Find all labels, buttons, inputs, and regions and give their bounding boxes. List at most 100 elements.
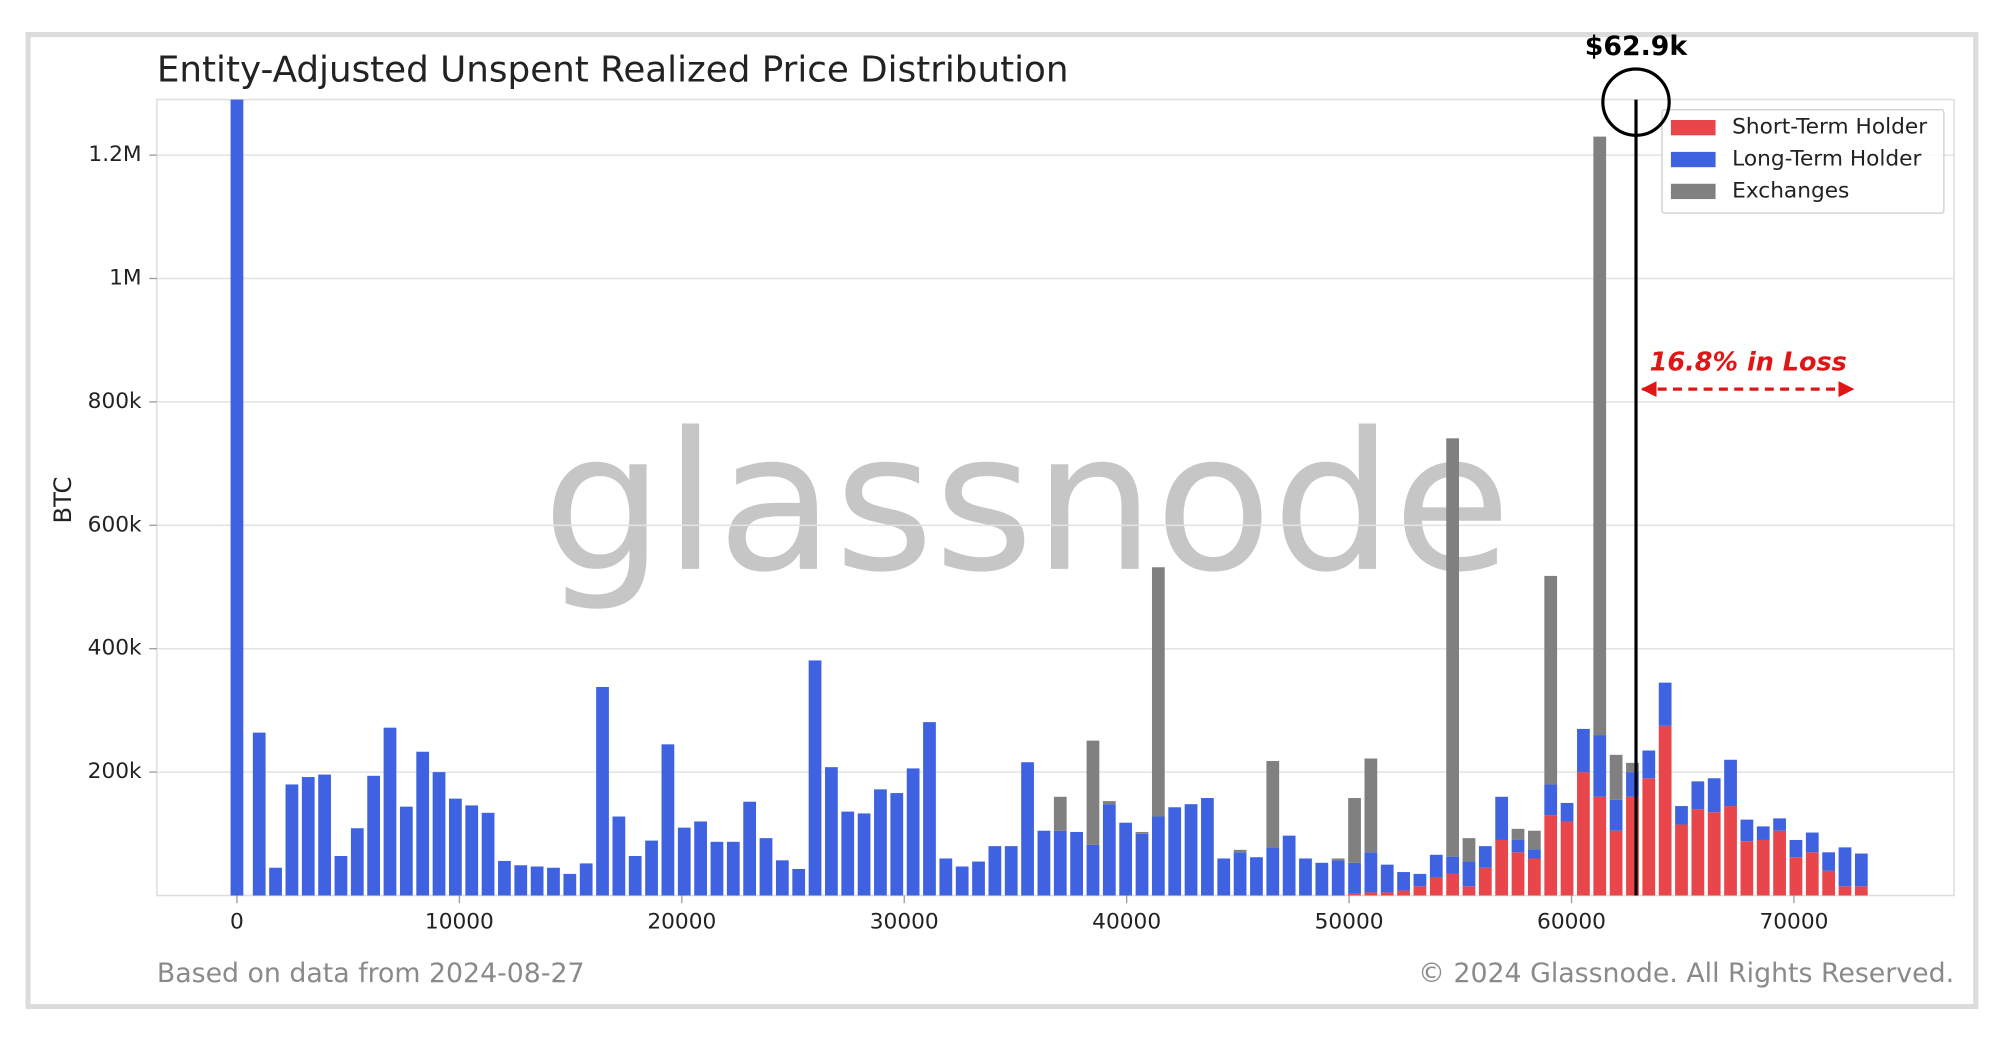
chart-title: Entity-Adjusted Unspent Realized Price D… — [157, 50, 1069, 91]
legend-label: Long-Term Holder — [1732, 147, 1921, 172]
bar-segment — [1675, 806, 1688, 825]
bar-segment — [955, 866, 969, 896]
bar-segment — [628, 856, 642, 896]
bar-segment — [1266, 847, 1280, 896]
bar-segment — [1462, 861, 1476, 887]
bar-segment — [1233, 849, 1247, 853]
bar-segment — [1740, 841, 1754, 896]
bar-segment — [285, 784, 299, 896]
bar-segment — [547, 867, 560, 896]
bar-segment — [1053, 830, 1067, 896]
bar-segment — [1446, 438, 1460, 857]
legend-swatch — [1670, 119, 1716, 136]
bar-segment — [1626, 762, 1639, 773]
bar-segment — [825, 767, 838, 896]
bar-segment — [1740, 819, 1754, 842]
bar-segment — [775, 860, 789, 896]
bar-segment — [841, 811, 855, 896]
bar-segment — [1299, 858, 1312, 896]
bar-segment — [1184, 804, 1198, 896]
bar-segment — [1364, 892, 1378, 896]
bar-segment — [1053, 796, 1067, 831]
bar-segment — [1773, 830, 1786, 896]
bar-segment — [726, 841, 740, 896]
bar-segment — [1331, 858, 1345, 861]
bar-segment — [367, 775, 381, 896]
bar-segment — [1642, 750, 1656, 779]
y-axis-label: BTC — [49, 477, 77, 524]
bar-segment — [334, 856, 348, 896]
bar-segment — [1250, 857, 1263, 896]
bar-segment — [596, 686, 609, 896]
bar-segment — [1854, 853, 1868, 887]
bar-segment — [1070, 831, 1083, 896]
bar-segment — [1380, 864, 1394, 893]
bar-segment — [1315, 862, 1329, 896]
bar-segment — [1151, 816, 1165, 896]
bar-segment — [1756, 826, 1770, 840]
bar-segment — [1658, 682, 1672, 726]
bar-segment — [465, 805, 479, 896]
bar-segment — [612, 816, 626, 896]
bar-segment — [1102, 804, 1116, 896]
bar-segment — [318, 774, 331, 896]
bar-segment — [1462, 838, 1476, 862]
bar-segment — [1364, 758, 1378, 853]
bar-segment — [1102, 801, 1116, 805]
bar-segment — [481, 812, 495, 896]
bar-segment — [1691, 781, 1705, 810]
bar-segment — [1397, 890, 1410, 896]
bar-segment — [1724, 759, 1737, 807]
overlay: Short-Term Holder Long-Term Holder Exchang… — [1585, 31, 1945, 896]
bar-segment — [1446, 856, 1460, 874]
bar-segment — [1544, 784, 1558, 816]
bar-segment — [449, 798, 462, 896]
bar-segment — [743, 801, 757, 896]
bar-segment — [1724, 806, 1737, 896]
bar-segment — [1429, 876, 1443, 896]
bar-segment — [252, 732, 266, 896]
x-tick-label: 50000 — [1315, 909, 1384, 934]
bar-segment — [1527, 858, 1541, 896]
bar-segment — [1168, 807, 1182, 896]
bar-segment — [906, 768, 920, 896]
bar-segment — [1119, 822, 1133, 896]
bar-segment — [1691, 809, 1705, 896]
bar-segment — [808, 660, 822, 896]
bar-segment — [1086, 844, 1100, 896]
bar-segment — [1527, 849, 1541, 859]
y-tick-label: 1.2M — [88, 142, 141, 167]
bar-segment — [1233, 852, 1247, 896]
bar-segment — [383, 727, 397, 896]
bar-segment — [1511, 852, 1525, 896]
bar-segment — [1086, 740, 1100, 845]
bar-segment — [230, 99, 244, 896]
y-tick-label: 800k — [88, 389, 142, 414]
bar-segment — [1805, 852, 1819, 896]
price-circle — [1601, 67, 1671, 137]
bar-segment — [1854, 886, 1868, 896]
bar-segment — [498, 860, 511, 896]
legend-label: Short-Term Holder — [1732, 115, 1927, 140]
bar-segment — [1429, 854, 1443, 877]
bar-segment — [1560, 821, 1574, 896]
bar-segment — [432, 772, 446, 896]
bar-segment — [1266, 760, 1280, 848]
bar-segment — [1560, 802, 1574, 822]
bar-segment — [1021, 762, 1034, 896]
x-tick-label: 70000 — [1759, 909, 1828, 934]
footer-right: © 2024 Glassnode. All Rights Reserved. — [1418, 958, 1954, 989]
bar-segment — [1707, 812, 1721, 896]
y-tick-label: 600k — [88, 512, 142, 537]
bar-segment — [1462, 886, 1476, 896]
bar-segment — [759, 838, 773, 896]
legend-label: Exchanges — [1732, 178, 1849, 203]
bar-segment — [350, 828, 364, 896]
x-tick-label: 10000 — [425, 909, 494, 934]
y-tick-label: 1M — [109, 266, 142, 291]
bar-segment — [416, 751, 430, 896]
bar-segment — [1756, 839, 1770, 896]
x-tick-label: 60000 — [1537, 909, 1606, 934]
bar-segment — [1789, 839, 1803, 858]
